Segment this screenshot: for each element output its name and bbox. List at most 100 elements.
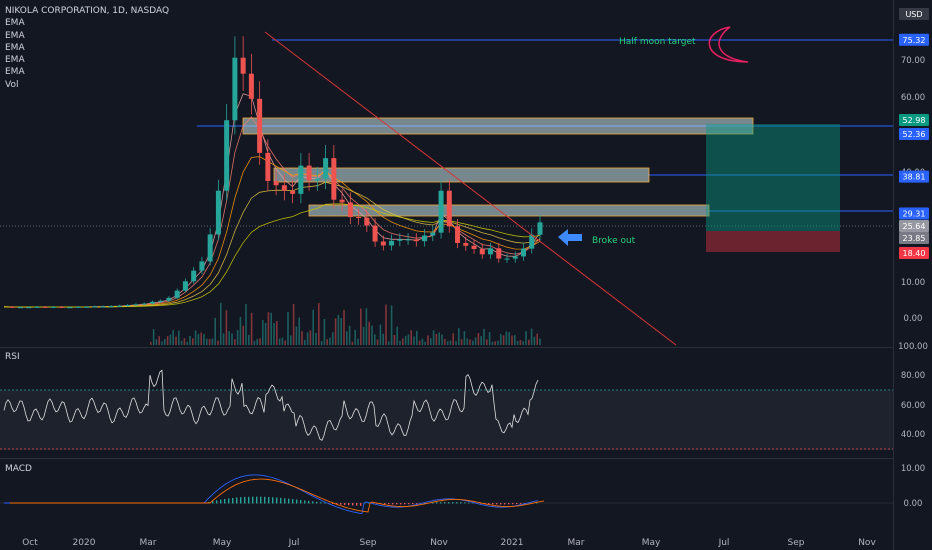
volume-bars	[150, 302, 541, 345]
time-tick-label: Mar	[568, 538, 585, 548]
indicator-ema-4[interactable]: EMA	[5, 55, 25, 66]
candle-body	[166, 297, 172, 301]
indicator-ema-2[interactable]: EMA	[5, 30, 25, 41]
indicator-vol[interactable]: Vol	[5, 79, 19, 90]
time-tick-label: Sep	[360, 538, 377, 548]
macd-histogram-bar	[456, 502, 458, 504]
rsi-label[interactable]: RSI	[5, 352, 20, 362]
candle-body	[199, 261, 205, 271]
candle-body	[290, 190, 296, 194]
volume-bar	[194, 330, 197, 345]
volume-bar	[228, 331, 230, 345]
macd-histogram-bar	[280, 497, 282, 504]
volume-bar	[502, 335, 505, 345]
volume-bar	[320, 341, 323, 345]
rectangle-zones[interactable]	[242, 117, 754, 217]
price-marker-label: 38.81	[903, 173, 926, 182]
macd-histogram-bar	[236, 497, 238, 504]
macd-histogram-bar	[356, 503, 358, 506]
volume-bar	[206, 338, 208, 345]
macd-histogram-bar	[344, 503, 346, 505]
volume-bar	[491, 341, 494, 345]
candle-body	[314, 178, 320, 181]
macd-histogram-bar	[408, 503, 410, 505]
macd-histogram-bar	[320, 502, 322, 504]
price-marker-bg	[899, 33, 929, 46]
macd-histogram-bar	[400, 503, 402, 505]
price-marker-label: 52.98	[903, 116, 926, 125]
volume-bar	[410, 330, 412, 345]
price-tick-label: 10.00	[901, 278, 925, 288]
candle-body	[125, 305, 131, 307]
volume-bar	[385, 304, 387, 345]
macd-histogram-bar	[276, 497, 278, 504]
candle-body	[116, 305, 122, 307]
candle-body	[191, 270, 197, 282]
ema-line	[3, 203, 541, 308]
macd-histogram-bar	[520, 503, 522, 504]
macd-histogram-bar	[256, 496, 258, 504]
volume-bar	[458, 328, 460, 345]
volume-bar	[404, 335, 407, 345]
candle-body	[298, 165, 304, 194]
time-axis[interactable]: Oct 2020 Mar May Jul Sep Nov 2021 Mar May Jul Sep No…	[22, 538, 876, 548]
macd-histogram-bar	[252, 496, 254, 504]
macd-histogram-bar	[304, 500, 306, 504]
indicator-ema-3[interactable]: EMA	[5, 42, 25, 53]
trendline[interactable]	[264, 31, 677, 346]
volume-bar	[390, 305, 393, 345]
volume-bar	[432, 330, 435, 345]
macd-histogram-bar	[336, 503, 338, 505]
macd-histogram-bar	[352, 503, 354, 506]
volume-bar	[514, 335, 516, 345]
macd-histogram-bar	[268, 497, 270, 504]
volume-bar	[298, 317, 300, 345]
macd-histogram-bar	[536, 502, 538, 504]
macd-histogram-bar	[480, 503, 482, 504]
drawings[interactable]	[558, 26, 749, 246]
resistance-zone	[242, 117, 754, 135]
volume-bar	[248, 334, 250, 345]
macd-histogram-bar	[516, 503, 518, 505]
long-position-tool[interactable]	[706, 124, 840, 252]
volume-bar	[360, 308, 362, 345]
volume-bar	[435, 333, 438, 345]
breakout-arrow	[558, 229, 582, 246]
candle-body	[67, 307, 73, 309]
volume-bar	[379, 324, 382, 345]
volume-bar	[525, 331, 527, 345]
macd-histogram-bar	[272, 497, 274, 504]
volume-bar	[466, 338, 468, 345]
candle-body	[397, 239, 403, 241]
price-marker-label: 18.40	[903, 249, 926, 258]
candle-body	[306, 165, 312, 181]
candle-body	[100, 306, 106, 308]
volume-bar	[329, 337, 331, 345]
volume-bar	[446, 341, 449, 345]
candle-body	[59, 306, 65, 308]
volume-bar	[346, 331, 348, 345]
price-markers: USD 75.32 52.98 52.36 38.81 29.31 25.64 23.85 18…	[899, 8, 929, 259]
volume-bar	[340, 318, 342, 345]
candle-body	[273, 180, 279, 186]
volume-bar	[393, 335, 396, 345]
indicator-ema-1[interactable]: EMA	[5, 18, 25, 29]
broke-out-text[interactable]: Broke out	[592, 236, 636, 246]
half-moon-target-text[interactable]: Half moon target	[619, 37, 696, 47]
volume-bar	[323, 318, 326, 345]
volume-bar	[351, 341, 354, 345]
volume-bar	[267, 312, 270, 345]
macd-histogram-bar	[228, 498, 230, 504]
volume-bar	[357, 338, 359, 345]
volume-bar	[183, 338, 186, 345]
volume-bar	[488, 332, 491, 345]
macd-tick-label: 0.00	[904, 499, 923, 509]
symbol-title[interactable]: NIKOLA CORPORATION, 1D, NASDAQ	[5, 6, 170, 16]
indicator-ema-5[interactable]: EMA	[5, 67, 25, 78]
volume-bar	[472, 340, 474, 345]
candle-body	[248, 73, 254, 99]
macd-label[interactable]: MACD	[5, 464, 32, 474]
macd-histogram-bar	[396, 503, 398, 505]
macd-histogram-bar	[392, 503, 394, 505]
